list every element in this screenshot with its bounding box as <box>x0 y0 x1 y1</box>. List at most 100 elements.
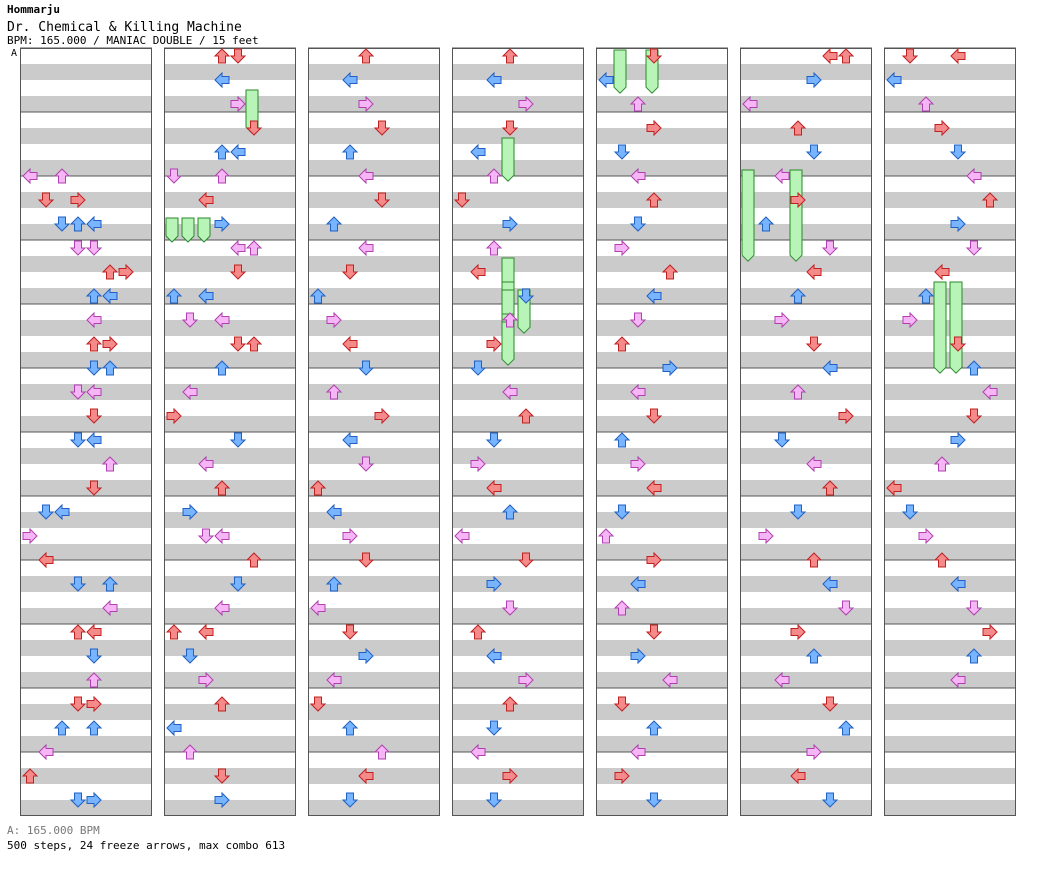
beat-band <box>452 256 584 272</box>
beat-band <box>740 480 872 496</box>
beat-band <box>452 448 584 464</box>
step-arrow <box>645 408 663 424</box>
step-arrow <box>614 767 630 785</box>
step-arrow <box>198 455 214 473</box>
beat-band <box>164 448 296 464</box>
beat-band <box>308 320 440 336</box>
beat-band <box>740 608 872 624</box>
step-arrow <box>165 624 183 640</box>
beat-band <box>452 128 584 144</box>
step-arrow <box>805 552 823 568</box>
beat-band <box>308 224 440 240</box>
step-arrow <box>822 575 838 593</box>
step-arrow <box>53 216 71 232</box>
beat-band <box>884 128 1016 144</box>
step-arrow <box>341 264 359 280</box>
step-arrow <box>790 623 806 641</box>
beat-band <box>164 256 296 272</box>
step-arrow <box>69 696 87 712</box>
step-arrow <box>613 504 631 520</box>
step-arrow <box>613 144 631 160</box>
step-arrow <box>165 288 183 304</box>
beat-band <box>308 288 440 304</box>
beat-band <box>884 384 1016 400</box>
beat-band <box>308 160 440 176</box>
beat-band <box>164 64 296 80</box>
chart-stats: 500 steps, 24 freeze arrows, max combo 6… <box>7 839 286 852</box>
step-arrow <box>837 600 855 616</box>
beat-band <box>452 384 584 400</box>
beat-band <box>596 352 728 368</box>
beat-band <box>308 448 440 464</box>
beat-band <box>740 256 872 272</box>
beat-band <box>20 608 152 624</box>
chart-column <box>308 47 440 816</box>
step-arrow <box>805 336 823 352</box>
step-arrow <box>646 551 662 569</box>
beat-band <box>596 608 728 624</box>
beat-band <box>308 768 440 784</box>
step-arrow <box>245 552 263 568</box>
step-arrow <box>309 288 327 304</box>
step-arrow <box>950 575 966 593</box>
column-border <box>308 48 440 816</box>
step-arrow <box>245 336 263 352</box>
step-arrow <box>85 648 103 664</box>
step-arrow <box>454 527 470 545</box>
beat-band <box>596 480 728 496</box>
step-arrow <box>214 599 230 617</box>
step-arrow <box>341 792 359 808</box>
beat-band <box>596 640 728 656</box>
beat-band <box>308 64 440 80</box>
step-arrow <box>950 215 966 233</box>
step-arrow <box>902 311 918 329</box>
step-arrow <box>501 120 519 136</box>
step-arrow <box>806 263 822 281</box>
step-arrow <box>821 240 839 256</box>
column-border <box>452 48 584 816</box>
beat-band <box>20 480 152 496</box>
step-arrow <box>214 311 230 329</box>
step-arrow <box>69 576 87 592</box>
step-arrow <box>22 527 38 545</box>
beat-band <box>884 480 1016 496</box>
step-arrow <box>341 624 359 640</box>
step-arrow <box>470 263 486 281</box>
beat-band <box>596 416 728 432</box>
beat-band <box>740 768 872 784</box>
beat-band <box>164 736 296 752</box>
step-arrow <box>470 143 486 161</box>
beat-band <box>740 704 872 720</box>
beat-band <box>308 96 440 112</box>
beat-band <box>20 544 152 560</box>
beat-band <box>884 608 1016 624</box>
step-arrow <box>22 167 38 185</box>
step-arrow <box>325 384 343 400</box>
column-border <box>596 48 728 816</box>
step-arrow <box>69 792 87 808</box>
beat-band <box>740 320 872 336</box>
step-arrow <box>341 144 359 160</box>
step-arrow <box>229 264 247 280</box>
step-arrow <box>629 96 647 112</box>
step-arrow <box>790 191 806 209</box>
step-arrow <box>214 527 230 545</box>
step-arrow <box>821 696 839 712</box>
step-arrow <box>342 335 358 353</box>
beat-band <box>308 256 440 272</box>
step-arrow <box>949 336 967 352</box>
step-arrow <box>837 720 855 736</box>
step-arrow <box>822 47 838 65</box>
beat-band <box>884 544 1016 560</box>
beat-band <box>308 512 440 528</box>
step-arrow <box>501 504 519 520</box>
step-arrow <box>373 192 391 208</box>
beat-band <box>164 160 296 176</box>
step-arrow <box>37 504 55 520</box>
step-arrow <box>757 216 775 232</box>
step-arrow <box>165 168 183 184</box>
step-arrow <box>230 239 246 257</box>
step-arrow <box>630 647 646 665</box>
beat-band <box>164 544 296 560</box>
